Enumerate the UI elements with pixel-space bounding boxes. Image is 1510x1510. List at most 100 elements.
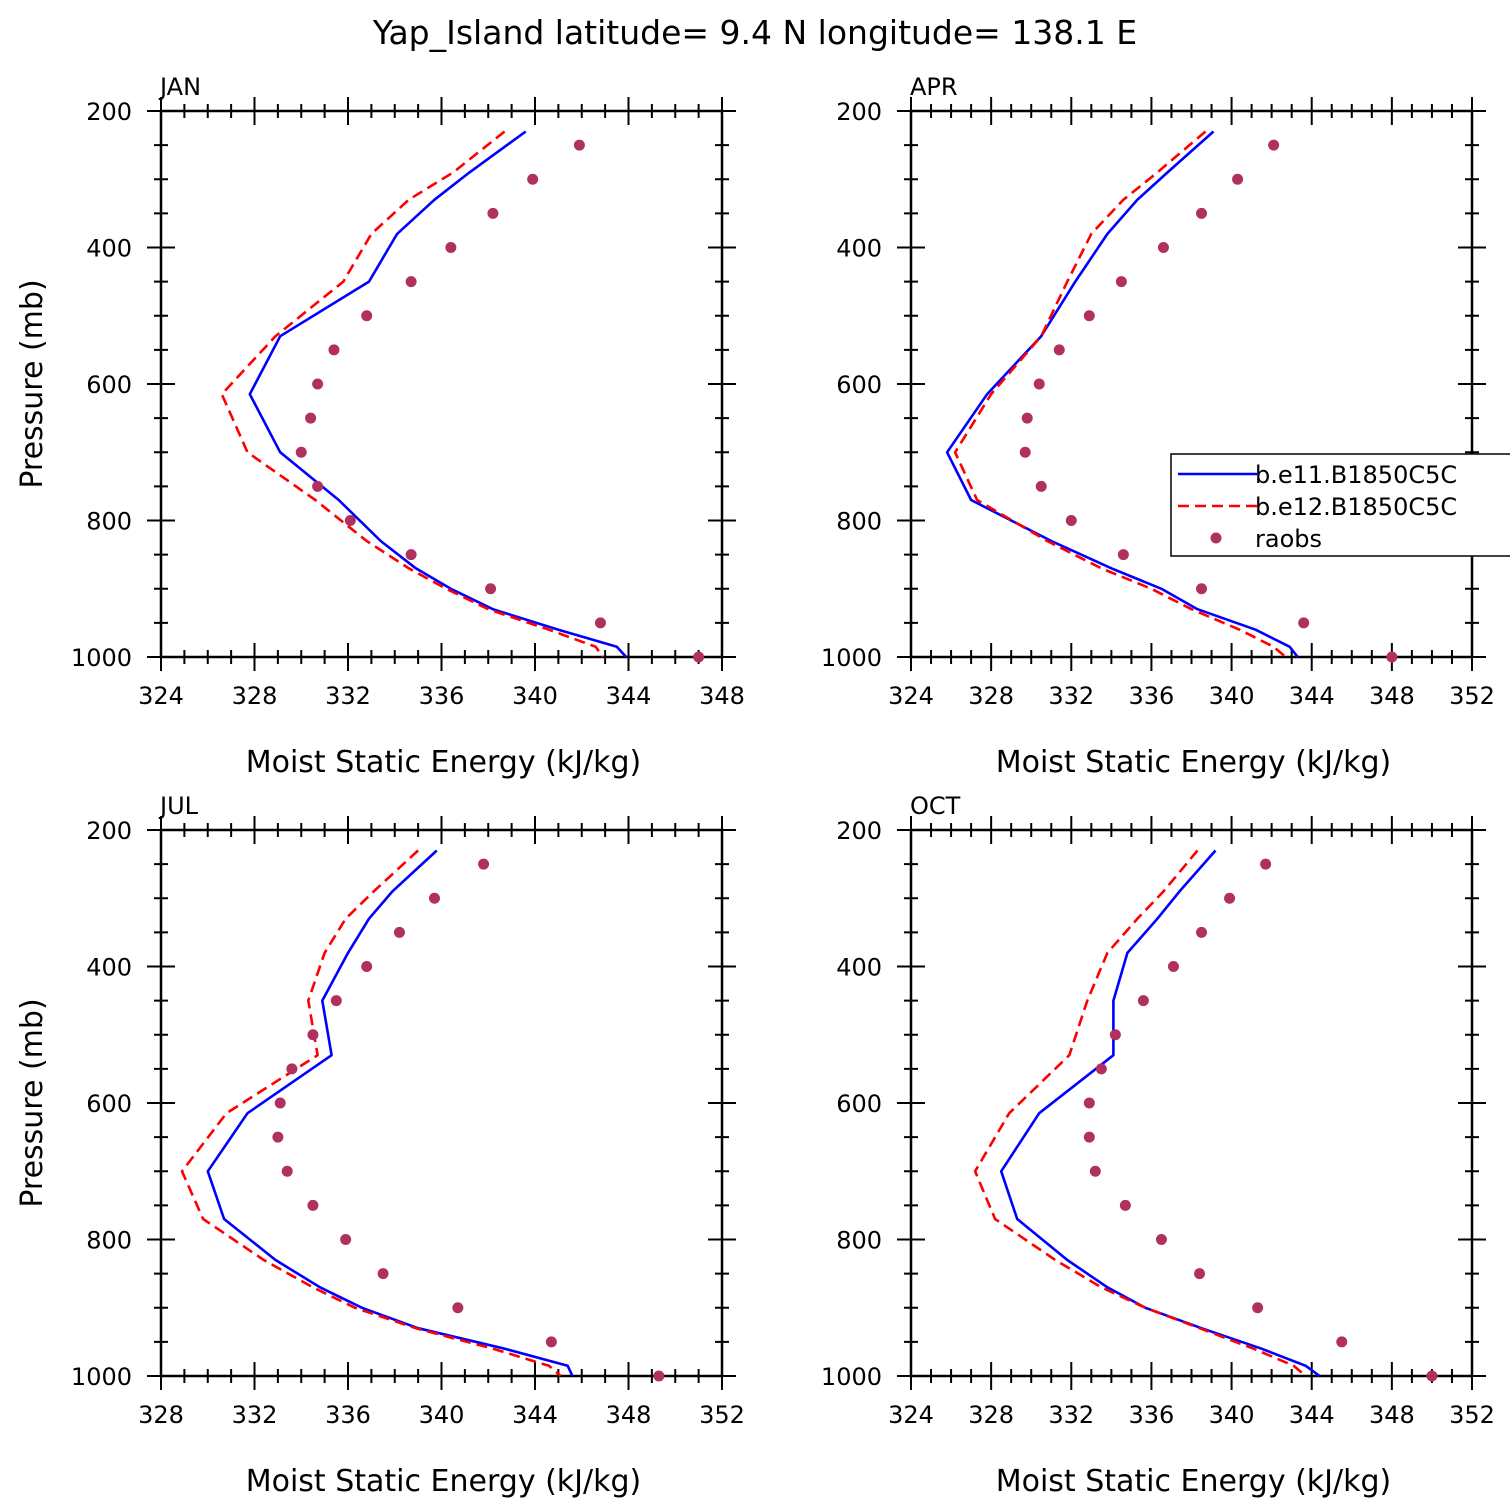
data-point	[1053, 344, 1065, 356]
x-tick-label: 340	[1209, 1401, 1255, 1429]
y-tick-label: 400	[86, 235, 132, 263]
y-tick-label: 1000	[821, 644, 882, 672]
data-point	[1155, 1234, 1167, 1245]
data-point	[1167, 961, 1179, 972]
data-point	[1386, 651, 1398, 663]
x-tick-label: 348	[1369, 682, 1415, 710]
data-point	[1083, 310, 1095, 322]
x-tick-label: 328	[968, 1401, 1014, 1429]
x-tick-label: 328	[968, 682, 1014, 710]
data-point	[1033, 378, 1045, 390]
y-tick-label: 800	[86, 1227, 132, 1255]
data-point	[312, 378, 324, 390]
x-axis: 324 328 332 336 340 344 348	[138, 97, 745, 710]
data-point	[361, 310, 373, 322]
series-b.e11-line	[999, 849, 1321, 1378]
plot-frame	[909, 828, 1474, 1378]
x-axis-label: Moist Static Energy (kJ/kg)	[246, 1464, 642, 1499]
data-point	[1117, 549, 1129, 561]
x-tick-label: 348	[606, 1401, 652, 1429]
series-b.e11-line	[945, 130, 1299, 658]
data-point	[487, 207, 499, 219]
x-tick-label: 344	[512, 1401, 558, 1429]
data-point	[312, 480, 324, 492]
data-point	[405, 549, 417, 561]
y-axis: 200 400 600 800 1000	[821, 98, 1486, 672]
panels: JAN 324 328 332 336 340 344 348 200 400 600 800 1000…	[15, 73, 1510, 1499]
data-point	[393, 926, 405, 938]
data-point	[1157, 242, 1169, 253]
data-point	[1083, 1131, 1095, 1143]
series-raobs-markers	[1083, 858, 1438, 1382]
data-point	[344, 515, 356, 526]
x-tick-label: 336	[1129, 1401, 1175, 1429]
x-tick-label: 352	[1449, 1401, 1495, 1429]
data-point	[1196, 926, 1208, 938]
y-tick-label: 1000	[821, 1363, 882, 1391]
data-point	[1115, 276, 1127, 288]
y-tick-label: 800	[86, 508, 132, 536]
data-point	[1196, 207, 1208, 219]
data-point	[1137, 995, 1149, 1007]
data-point	[1119, 1199, 1131, 1211]
x-tick-label: 332	[232, 1401, 278, 1429]
y-tick-label: 400	[86, 954, 132, 982]
y-tick-label: 200	[86, 98, 132, 126]
data-point	[1426, 1370, 1438, 1382]
data-point	[573, 139, 585, 151]
y-tick-label: 800	[836, 508, 882, 536]
data-point	[1035, 480, 1047, 492]
panel-jan: JAN 324 328 332 336 340 344 348 200 400 600 800 1000…	[15, 73, 745, 780]
data-point	[478, 858, 490, 870]
x-tick-label: 348	[1369, 1401, 1415, 1429]
x-axis: 328 332 336 340 344 348 352	[138, 816, 745, 1429]
data-point	[1019, 446, 1031, 458]
data-point	[1089, 1165, 1101, 1177]
x-tick-label: 340	[512, 682, 558, 710]
x-tick-label: 324	[138, 682, 184, 710]
y-tick-label: 600	[86, 1090, 132, 1118]
data-point	[1083, 1097, 1095, 1109]
data-point	[328, 344, 340, 356]
data-point	[286, 1063, 298, 1075]
panel-label: APR	[910, 73, 958, 101]
data-point	[452, 1302, 464, 1314]
data-point	[1232, 173, 1244, 185]
plot-frame	[159, 828, 724, 1378]
x-tick-label: 352	[1449, 682, 1495, 710]
data-point	[281, 1165, 293, 1177]
panel-apr: APR 324 328 332 336 340 344 348 352 200 400 600 800 1…	[821, 73, 1510, 780]
x-tick-label: 324	[888, 682, 934, 710]
data-point	[594, 617, 606, 629]
data-point	[485, 583, 497, 595]
series-b.e11-line	[206, 849, 574, 1377]
x-tick-label: 324	[888, 1401, 934, 1429]
x-tick-label: 340	[419, 1401, 465, 1429]
data-point	[1252, 1302, 1264, 1314]
y-tick-label: 400	[836, 954, 882, 982]
data-point	[274, 1097, 286, 1109]
x-tick-label: 332	[1048, 682, 1094, 710]
data-point	[295, 446, 307, 458]
data-point	[405, 276, 417, 288]
data-point	[693, 651, 705, 663]
data-point	[545, 1336, 557, 1348]
data-point	[1268, 139, 1280, 151]
panel-jul: JUL 328 332 336 340 344 348 352 200 400 600 800 1000…	[15, 792, 745, 1499]
x-axis-label: Moist Static Energy (kJ/kg)	[246, 745, 642, 780]
data-point	[1065, 515, 1077, 526]
x-tick-label: 340	[1209, 682, 1255, 710]
y-tick-label: 1000	[71, 644, 132, 672]
x-tick-label: 352	[699, 1401, 745, 1429]
data-point	[307, 1029, 319, 1041]
y-tick-label: 200	[836, 98, 882, 126]
data-point	[1260, 858, 1272, 870]
data-point	[377, 1268, 389, 1280]
x-axis-label: Moist Static Energy (kJ/kg)	[996, 1464, 1392, 1499]
data-point	[361, 961, 373, 972]
legend-label: b.e12.B1850C5C	[1255, 493, 1457, 521]
series-b.e12-line	[973, 849, 1307, 1377]
y-axis: 200 400 600 800 1000	[71, 817, 736, 1391]
x-tick-label: 332	[325, 682, 371, 710]
